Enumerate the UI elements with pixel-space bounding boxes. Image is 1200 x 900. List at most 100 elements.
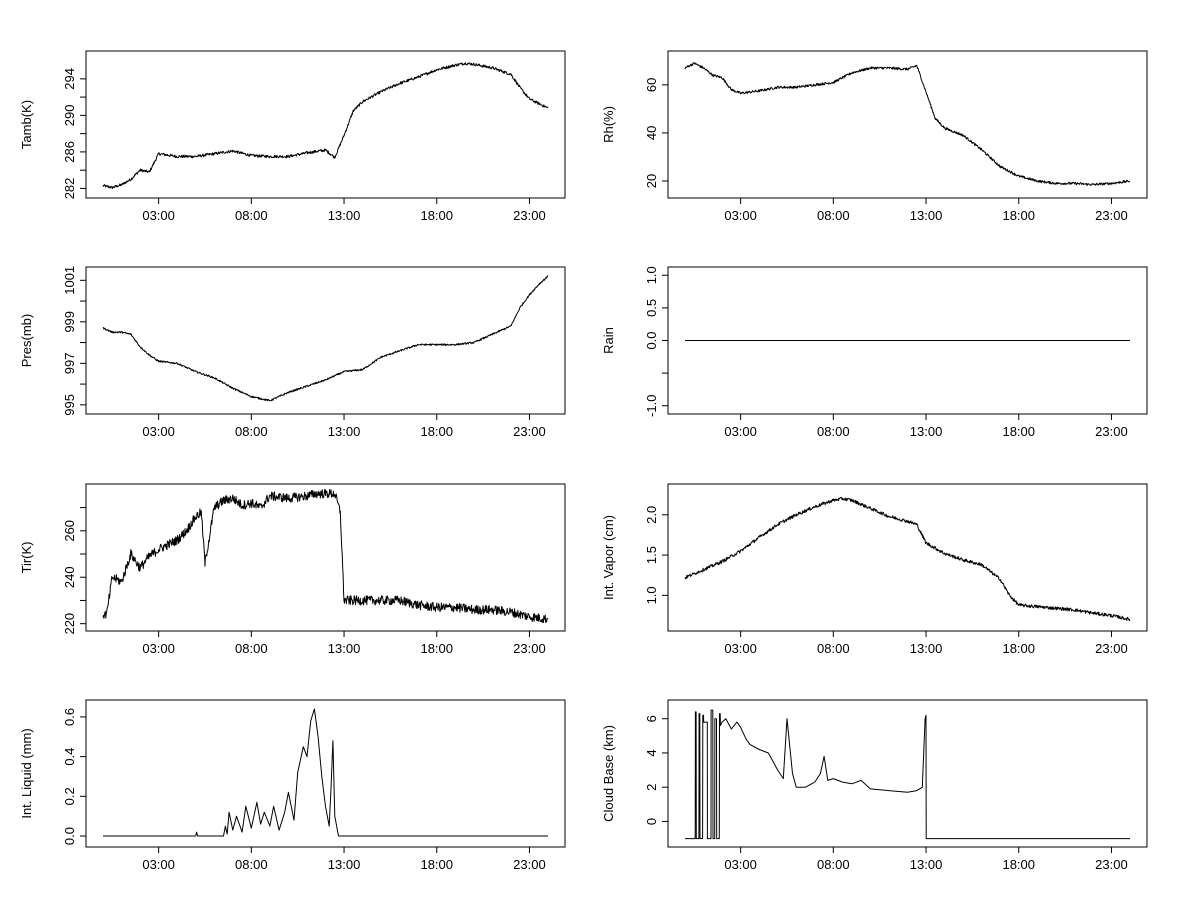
x-tick-label: 13:00: [328, 641, 361, 656]
x-tick-label: 13:00: [328, 857, 361, 872]
x-tick-label: 18:00: [420, 208, 453, 223]
y-tick-label: 2: [644, 784, 659, 791]
x-tick-label: 08:00: [817, 641, 850, 656]
y-tick-label: 0.2: [62, 787, 77, 805]
y-tick-label: 282: [62, 178, 77, 200]
y-axis-label: Rain: [601, 327, 616, 354]
x-tick-label: 08:00: [817, 208, 850, 223]
y-tick-label: 294: [62, 68, 77, 90]
x-tick-label: 23:00: [513, 424, 546, 439]
plot-frame: [667, 699, 1148, 848]
series-line-vapor: [684, 496, 1131, 622]
panel-cloud: 03:00 08:00 13:00 18:00 23:00 0 2 4 6 Cloud Base …: [601, 699, 1148, 872]
x-tick-label: 08:00: [235, 424, 268, 439]
x-tick-label: 23:00: [1095, 641, 1128, 656]
y-tick-label: 0.5: [644, 299, 659, 317]
panel-liquid: 03:00 08:00 13:00 18:00 23:00 0.0 0.2 0.4 0.6 Int…: [19, 699, 566, 872]
x-tick-label: 23:00: [1095, 857, 1128, 872]
series-line-tir: [102, 488, 549, 624]
x-tick-label: 03:00: [724, 857, 757, 872]
y-tick-label: 286: [62, 141, 77, 163]
x-tick-label: 18:00: [420, 424, 453, 439]
y-tick-label: -1.0: [644, 395, 659, 417]
x-tick-label: 03:00: [724, 641, 757, 656]
series-line-tamb: [102, 62, 549, 190]
y-tick-label: 0.0: [62, 827, 77, 845]
y-axis-label: Rh(%): [601, 106, 616, 143]
plot-frame: [85, 699, 566, 848]
x-tick-label: 18:00: [1002, 424, 1035, 439]
panel-tir: 03:00 08:00 13:00 18:00 23:00 220 240 260 Tir(K): [19, 483, 566, 656]
x-tick-label: 18:00: [1002, 641, 1035, 656]
y-tick-label: 995: [62, 394, 77, 416]
panel-tamb: 03:00 08:00 13:00 18:00 23:00 282 286 290 294 Tam…: [19, 50, 566, 223]
panel-pres: 03:00 08:00 13:00 18:00 23:00 995 997 999 1001 Pr…: [19, 266, 566, 439]
plot-frame: [667, 483, 1148, 632]
x-tick-label: 08:00: [817, 424, 850, 439]
y-tick-label: 0: [644, 818, 659, 825]
y-tick-label: 220: [62, 613, 77, 635]
y-tick-label: 999: [62, 311, 77, 333]
y-tick-label: 6: [644, 715, 659, 722]
x-tick-label: 08:00: [235, 641, 268, 656]
y-tick-label: 0.4: [62, 748, 77, 766]
x-tick-label: 13:00: [328, 208, 361, 223]
y-axis-label: Int. Liquid (mm): [19, 728, 34, 818]
x-tick-label: 03:00: [724, 208, 757, 223]
y-tick-label: 0.0: [644, 331, 659, 349]
x-tick-label: 08:00: [235, 857, 268, 872]
plot-frame: [667, 50, 1148, 199]
x-tick-label: 23:00: [513, 641, 546, 656]
x-tick-label: 03:00: [724, 424, 757, 439]
x-tick-label: 13:00: [910, 208, 943, 223]
y-tick-label: 260: [62, 520, 77, 542]
x-tick-label: 03:00: [142, 641, 175, 656]
y-tick-label: 1.0: [644, 586, 659, 604]
x-tick-label: 03:00: [142, 208, 175, 223]
y-tick-label: 4: [644, 749, 659, 756]
y-tick-label: 1001: [62, 266, 77, 295]
x-tick-label: 13:00: [910, 424, 943, 439]
y-axis-label: Cloud Base (km): [601, 725, 616, 822]
y-axis-label: Tamb(K): [19, 100, 34, 149]
x-tick-label: 13:00: [910, 641, 943, 656]
x-tick-label: 18:00: [420, 857, 453, 872]
plot-frame: [85, 50, 566, 199]
y-tick-label: 1.5: [644, 546, 659, 564]
x-tick-label: 08:00: [817, 857, 850, 872]
x-tick-label: 03:00: [142, 424, 175, 439]
y-axis-label: Int. Vapor (cm): [601, 515, 616, 600]
x-tick-label: 13:00: [328, 424, 361, 439]
y-axis-label: Tir(K): [19, 541, 34, 573]
y-tick-label: 240: [62, 566, 77, 588]
panel-rh: 03:00 08:00 13:00 18:00 23:00 20 40 60 Rh(%): [601, 50, 1148, 223]
x-tick-label: 23:00: [513, 208, 546, 223]
x-tick-label: 18:00: [420, 641, 453, 656]
panel-rain: 03:00 08:00 13:00 18:00 23:00 -1.0 0.0 0.5 1.0 Ra…: [601, 266, 1148, 439]
x-tick-label: 23:00: [1095, 208, 1128, 223]
series-line-rh: [684, 62, 1131, 186]
series-line-cloud: [685, 709, 1130, 840]
y-tick-label: 40: [644, 126, 659, 140]
plot-frame: [85, 483, 566, 632]
y-tick-label: 290: [62, 105, 77, 127]
x-tick-label: 23:00: [1095, 424, 1128, 439]
y-axis-label: Pres(mb): [19, 314, 34, 367]
plot-frame: [85, 266, 566, 415]
x-tick-label: 08:00: [235, 208, 268, 223]
x-tick-label: 23:00: [513, 857, 546, 872]
y-tick-label: 60: [644, 78, 659, 92]
panel-vapor: 03:00 08:00 13:00 18:00 23:00 1.0 1.5 2.0 Int. V…: [601, 483, 1148, 656]
y-tick-label: 1.0: [644, 266, 659, 284]
series-line-pres: [102, 275, 549, 402]
y-tick-label: 20: [644, 174, 659, 188]
series-line-liquid: [103, 708, 548, 837]
y-tick-label: 997: [62, 352, 77, 374]
x-tick-label: 13:00: [910, 857, 943, 872]
x-tick-label: 03:00: [142, 857, 175, 872]
y-tick-label: 0.6: [62, 708, 77, 726]
x-tick-label: 18:00: [1002, 857, 1035, 872]
x-tick-label: 18:00: [1002, 208, 1035, 223]
y-tick-label: 2.0: [644, 506, 659, 524]
